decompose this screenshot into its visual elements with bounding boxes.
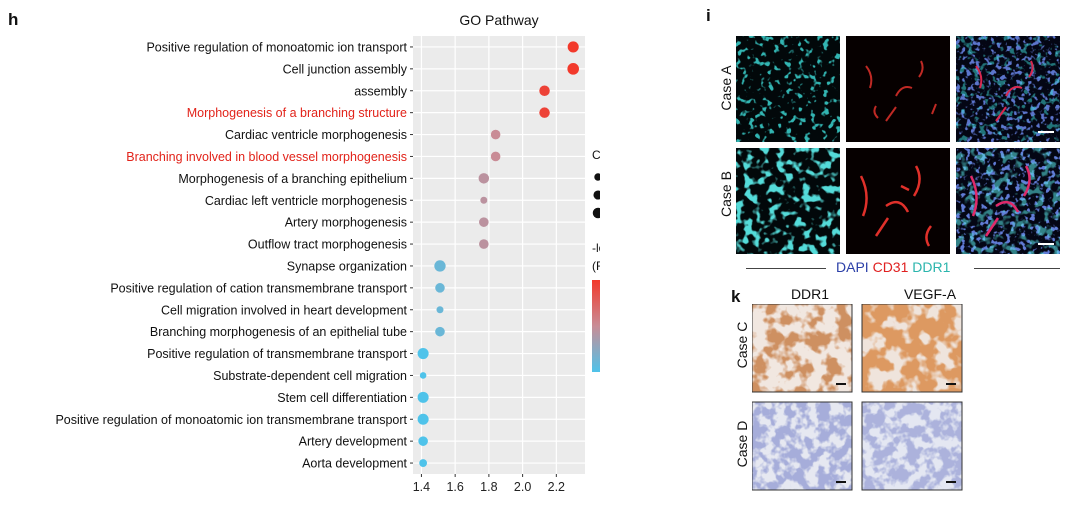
ihc-case-d-vegf-a <box>862 402 962 490</box>
stain-legend-line-right <box>974 268 1060 269</box>
data-point <box>491 152 501 162</box>
data-point <box>479 239 489 249</box>
image-case-b-ddr1 <box>736 148 840 254</box>
image-case-a-cd31 <box>846 36 950 142</box>
data-point <box>480 197 487 204</box>
size-legend-title: Count <box>592 148 600 162</box>
fluorescence-grid <box>736 36 1060 258</box>
x-tick-label: 1.8 <box>480 480 497 494</box>
color-legend-subtitle: (FDR) <box>592 259 600 273</box>
data-point <box>418 392 429 403</box>
stain-legend: DAPI CD31 DDR1 <box>836 259 950 275</box>
data-point <box>435 283 445 293</box>
category-label: Cardiac left ventricle morphogenesis <box>205 194 407 208</box>
category-label: Substrate-dependent cell migration <box>213 369 407 383</box>
ihc-grid <box>752 304 992 494</box>
data-point <box>420 372 427 379</box>
category-label: Positive regulation of cation transmembr… <box>110 281 407 295</box>
row-label-case-b: Case B <box>718 164 734 224</box>
category-label: Aorta development <box>302 457 407 471</box>
ihc-case-c-vegf-a <box>862 304 962 392</box>
category-label: Synapse organization <box>287 259 407 273</box>
data-point <box>568 41 579 52</box>
data-point <box>418 414 429 425</box>
row-label-case-a: Case A <box>718 58 734 118</box>
image-case-a-ddr1 <box>736 36 840 142</box>
chart-title: GO Pathway <box>459 12 538 28</box>
data-point <box>539 107 550 118</box>
category-label: Positive regulation of transmembrane tra… <box>147 347 407 361</box>
stain-ddr1: DDR1 <box>912 259 950 275</box>
stain-legend-line-left <box>746 268 826 269</box>
column-label-vegf-a: VEGF-A <box>880 286 980 302</box>
data-point <box>539 86 550 97</box>
data-point <box>567 63 579 75</box>
size-legend-dot <box>594 173 600 180</box>
ihc-case-d-ddr1 <box>752 402 852 490</box>
plot-panel <box>413 36 585 474</box>
row-label-case-c: Case C <box>734 315 750 375</box>
category-label: assembly <box>354 84 408 98</box>
row-label-case-d: Case D <box>734 414 750 474</box>
color-legend-bar <box>592 280 600 372</box>
category-label: Cardiac ventricle morphogenesis <box>225 128 407 142</box>
category-label: Stem cell differentiation <box>277 391 407 405</box>
data-point <box>418 348 429 359</box>
data-point <box>419 459 427 467</box>
category-label: Artery morphogenesis <box>285 216 407 230</box>
category-label: Cell migration involved in heart develop… <box>161 303 407 317</box>
go-pathway-chart: GO Pathway Positive regulation of monoato… <box>0 0 600 500</box>
size-legend-dot <box>593 190 600 199</box>
size-legend-dot <box>593 208 600 219</box>
data-point <box>479 173 490 184</box>
category-label: Morphogenesis of a branching structure <box>187 106 407 120</box>
panel-letter-k: k <box>731 287 740 307</box>
data-point <box>434 260 445 271</box>
x-tick-label: 2.0 <box>514 480 531 494</box>
ihc-case-c-ddr1 <box>752 304 852 392</box>
image-case-a-merge <box>956 36 1060 142</box>
panel-letter-i: i <box>706 6 711 26</box>
column-label-ddr1: DDR1 <box>770 286 850 302</box>
image-case-b-cd31 <box>846 148 950 254</box>
category-label: Artery development <box>299 435 408 449</box>
x-tick-label: 1.6 <box>446 480 463 494</box>
category-label: Outflow tract morphogenesis <box>248 238 407 252</box>
go-pathway-svg: GO Pathway Positive regulation of monoato… <box>0 0 600 500</box>
data-point <box>491 130 501 140</box>
stain-cd31: CD31 <box>873 259 909 275</box>
category-label: Positive regulation of monoatomic ion tr… <box>55 413 407 427</box>
category-label: Morphogenesis of a branching epithelium <box>178 172 407 186</box>
category-label: Positive regulation of monoatomic ion tr… <box>146 40 407 54</box>
image-case-b-merge <box>956 148 1060 254</box>
stain-dapi: DAPI <box>836 259 869 275</box>
data-point <box>479 217 489 227</box>
data-point <box>418 436 428 446</box>
category-label: Branching involved in blood vessel morph… <box>126 150 407 164</box>
data-point <box>435 327 445 337</box>
category-label: Cell junction assembly <box>283 62 408 76</box>
data-point <box>436 306 443 313</box>
x-tick-label: 2.2 <box>548 480 565 494</box>
x-tick-label: 1.4 <box>413 480 430 494</box>
color-legend-title: -log10 <box>592 241 600 255</box>
category-label: Branching morphogenesis of an epithelial… <box>150 325 407 339</box>
